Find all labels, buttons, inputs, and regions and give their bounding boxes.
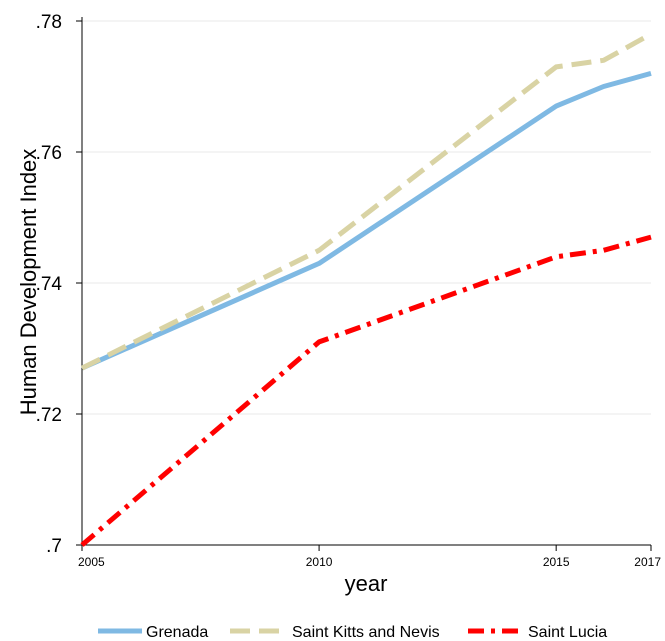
series-lines [80, 31, 653, 547]
x-tick-label: 2005 [78, 555, 105, 569]
legend: Grenada Saint Kitts and Nevis Saint Lucia [98, 624, 607, 641]
y-tick-label: .76 [36, 143, 62, 164]
y-tick-label: .72 [36, 405, 62, 426]
grid-lines [82, 20, 651, 415]
x-tick-label: 2015 [543, 555, 570, 569]
x-tick-label: 2010 [306, 555, 333, 569]
y-tick-label: .7 [46, 536, 62, 557]
legend-label: Saint Lucia [528, 624, 607, 641]
axes [76, 17, 652, 551]
series-line-saint-kitts-and-nevis [80, 31, 653, 371]
y-tick-label: .78 [36, 12, 62, 33]
y-axis-label: Human Development Index [16, 149, 41, 416]
x-tick-label: 2017 [634, 555, 661, 569]
x-axis-label: year [345, 571, 388, 596]
legend-label: Grenada [146, 624, 208, 641]
tick-labels: .7 .72 .74 .76 .78 2005 2010 2015 2017 [36, 12, 662, 569]
y-tick-label: .74 [36, 274, 63, 295]
series-line-saint-lucia [80, 234, 652, 547]
series-line-grenada [80, 70, 652, 371]
legend-label: Saint Kitts and Nevis [292, 624, 440, 641]
